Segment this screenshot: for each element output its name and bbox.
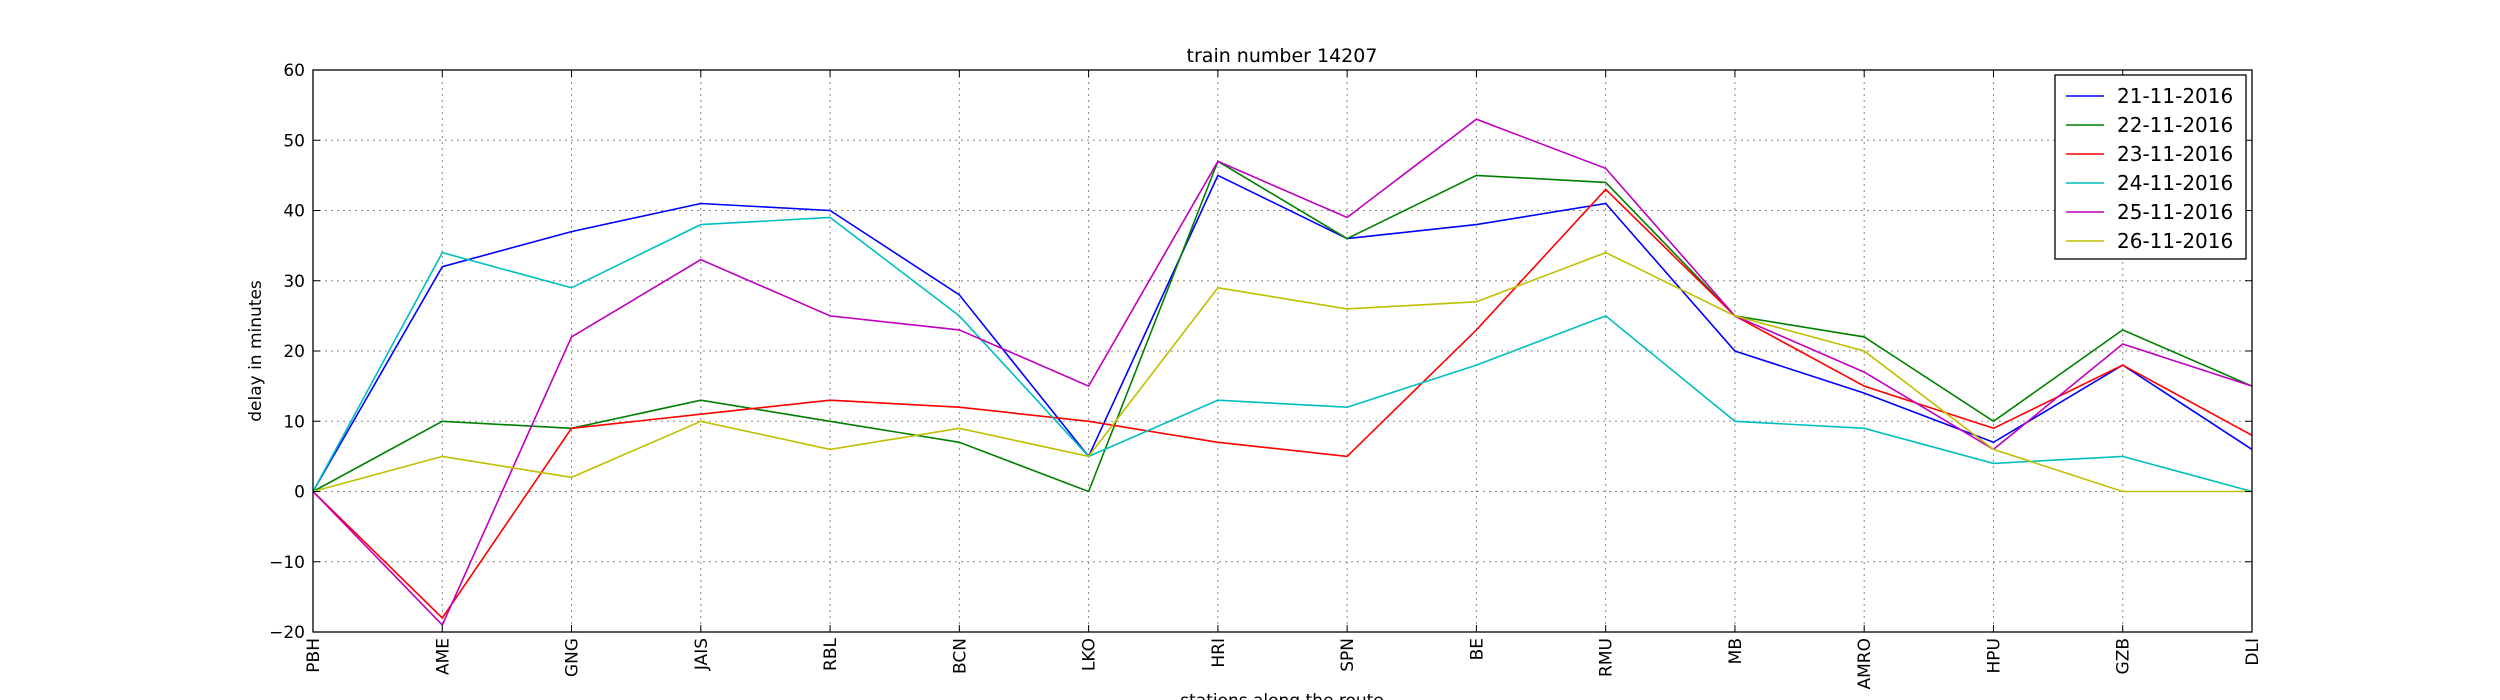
series-line xyxy=(312,160,2253,493)
y-tick-label: 40 xyxy=(283,202,305,222)
y-axis-label: delay in minutes xyxy=(246,280,266,422)
x-tick-label: HPU xyxy=(1984,638,2004,673)
x-tick-label: JAIS xyxy=(692,638,712,671)
legend-label: 21-11-2016 xyxy=(2117,84,2233,108)
x-tick-label: LKO xyxy=(1080,638,1100,671)
x-tick-label: MB xyxy=(1726,638,1746,664)
x-tick-labels: PBH AME GNG JAIS RBL BCN LKO HRI SPN BE RMU MB AMRO H… xyxy=(304,637,2263,689)
axis-ticks xyxy=(312,69,2253,633)
chart-title: train number 14207 xyxy=(1187,45,1378,67)
legend-entries: 21-11-2016 22-11-2016 23-11-2016 24-11-2016… xyxy=(2066,84,2233,253)
series-line xyxy=(312,216,2253,493)
x-tick-label: RBL xyxy=(821,637,841,670)
x-tick-label: GNG xyxy=(563,638,583,677)
x-tick-label: GZB xyxy=(2114,638,2134,674)
x-tick-label: SPN xyxy=(1338,638,1358,672)
legend-label: 24-11-2016 xyxy=(2117,171,2233,195)
x-tick-label: BE xyxy=(1467,638,1487,660)
x-tick-label: PBH xyxy=(304,638,324,673)
series-line xyxy=(312,174,2253,492)
series-line xyxy=(312,118,2253,627)
legend-label: 22-11-2016 xyxy=(2117,113,2233,137)
y-tick-label: 30 xyxy=(283,272,305,292)
y-tick-label: 20 xyxy=(283,342,305,362)
series-lines xyxy=(312,118,2253,627)
y-tick-labels: −20 −10 0 10 20 30 40 50 60 xyxy=(269,61,305,643)
y-tick-label: −10 xyxy=(269,553,305,573)
x-tick-label: AME xyxy=(433,638,453,675)
x-tick-label: BCN xyxy=(950,638,970,674)
y-tick-label: 10 xyxy=(283,412,305,432)
x-tick-label: HRI xyxy=(1209,638,1229,668)
y-tick-label: 0 xyxy=(294,483,305,503)
x-tick-label: DLI xyxy=(2243,638,2263,666)
series-line xyxy=(312,251,2252,493)
y-tick-label: −20 xyxy=(269,623,305,643)
y-tick-label: 60 xyxy=(283,61,305,81)
x-tick-label: RMU xyxy=(1597,638,1617,677)
legend-frame xyxy=(2054,74,2247,260)
legend-label: 25-11-2016 xyxy=(2117,200,2233,224)
legend: 21-11-2016 22-11-2016 23-11-2016 24-11-2016… xyxy=(2054,74,2247,260)
x-tick-label: AMRO xyxy=(1855,638,1875,690)
y-tick-label: 50 xyxy=(283,131,305,151)
legend-label: 26-11-2016 xyxy=(2117,229,2233,253)
legend-label: 23-11-2016 xyxy=(2117,142,2233,166)
x-axis-label: stations along the route xyxy=(1180,691,1384,700)
series-line xyxy=(312,188,2253,620)
